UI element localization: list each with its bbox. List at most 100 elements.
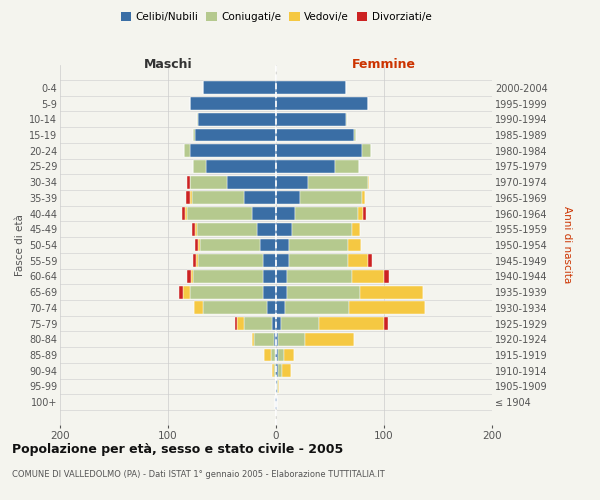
Bar [276,286,287,298]
Bar [276,160,335,173]
Bar [276,113,346,126]
Bar [276,82,346,94]
Bar [264,348,271,362]
Legend: Celibi/Nubili, Coniugati/e, Vedovi/e, Divorziati/e: Celibi/Nubili, Coniugati/e, Vedovi/e, Di… [116,8,436,26]
Bar [292,223,352,235]
Text: Maschi: Maschi [143,58,193,70]
Text: Femmine: Femmine [352,58,416,70]
Bar [254,333,274,346]
Bar [263,286,276,298]
Bar [187,207,252,220]
Bar [185,207,187,220]
Bar [193,128,195,141]
Bar [200,238,260,252]
Bar [203,302,268,314]
Bar [195,238,198,252]
Bar [187,176,190,188]
Bar [197,113,198,126]
Bar [198,254,263,267]
Text: Popolazione per età, sesso e stato civile - 2005: Popolazione per età, sesso e stato civil… [12,442,343,456]
Bar [276,317,281,330]
Bar [184,144,190,157]
Bar [362,144,371,157]
Bar [287,270,352,283]
Bar [384,270,389,283]
Bar [289,254,349,267]
Bar [276,254,289,267]
Bar [276,223,292,235]
Bar [190,192,192,204]
Bar [203,82,276,94]
Bar [271,348,275,362]
Bar [358,207,364,220]
Bar [276,192,300,204]
Bar [278,333,305,346]
Bar [276,238,289,252]
Bar [335,160,359,173]
Bar [191,270,193,283]
Bar [257,223,276,235]
Text: COMUNE DI VALLEDOLMO (PA) - Dati ISTAT 1° gennaio 2005 - Elaborazione TUTTITALIA: COMUNE DI VALLEDOLMO (PA) - Dati ISTAT 1… [12,470,385,479]
Bar [274,333,276,346]
Bar [190,286,263,298]
Bar [196,254,198,267]
Bar [179,286,183,298]
Bar [364,207,365,220]
Bar [190,97,276,110]
Bar [319,317,384,330]
Bar [244,317,272,330]
Bar [260,238,276,252]
Bar [275,348,276,362]
Bar [193,254,196,267]
Bar [352,223,360,235]
Bar [274,364,276,377]
Bar [289,238,349,252]
Bar [206,160,276,173]
Bar [193,270,263,283]
Bar [263,254,276,267]
Bar [252,207,276,220]
Bar [384,317,388,330]
Bar [276,302,284,314]
Bar [284,302,349,314]
Bar [276,380,277,393]
Bar [183,286,190,298]
Bar [195,128,276,141]
Bar [276,333,278,346]
Bar [272,364,274,377]
Bar [276,144,362,157]
Bar [354,128,356,141]
Bar [360,286,423,298]
Y-axis label: Fasce di età: Fasce di età [14,214,25,276]
Bar [252,333,254,346]
Bar [275,396,276,408]
Bar [349,254,368,267]
Bar [272,317,276,330]
Bar [278,380,279,393]
Bar [193,160,206,173]
Bar [190,176,227,188]
Bar [300,192,362,204]
Bar [194,302,203,314]
Bar [276,176,308,188]
Bar [281,317,319,330]
Bar [352,270,384,283]
Bar [283,364,291,377]
Bar [192,223,195,235]
Bar [187,270,191,283]
Bar [349,302,425,314]
Bar [368,176,369,188]
Bar [190,144,276,157]
Bar [277,380,278,393]
Bar [276,364,278,377]
Bar [263,270,276,283]
Bar [276,207,295,220]
Bar [198,238,200,252]
Bar [227,176,276,188]
Bar [187,192,190,204]
Bar [192,192,244,204]
Bar [235,317,237,330]
Bar [362,192,365,204]
Bar [237,317,244,330]
Bar [308,176,368,188]
